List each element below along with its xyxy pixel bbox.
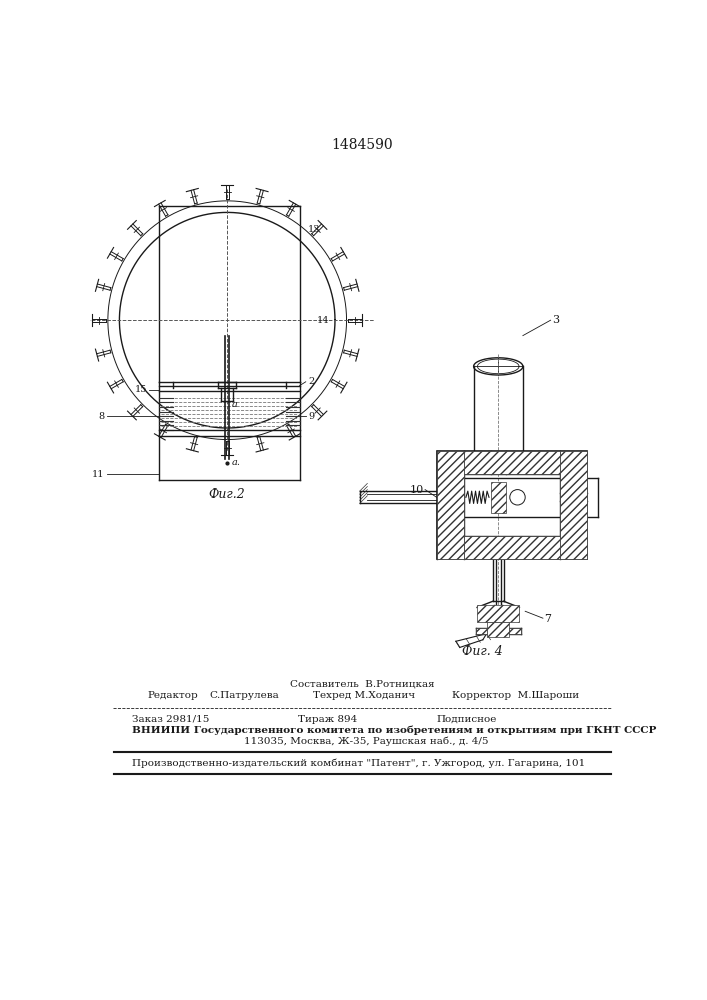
Text: Редактор: Редактор [148,691,199,700]
Bar [491,482,506,513]
Text: 2: 2 [308,377,315,386]
Text: Корректор  М.Шароши: Корректор М.Шароши [452,691,579,700]
Bar [437,451,587,559]
Bar [509,628,520,634]
Text: Тираж 894: Тираж 894 [298,715,357,724]
Bar [464,451,560,474]
Text: a: a [232,400,238,409]
Text: Производственно-издательский комбинат "Патент", г. Ужгород, ул. Гагарина, 101: Производственно-издательский комбинат "П… [132,758,585,768]
Text: Фиг. 4: Фиг. 4 [462,645,503,658]
Text: 1484590: 1484590 [331,138,393,152]
Text: 13: 13 [308,225,320,234]
Bar [487,622,509,637]
Text: 10: 10 [409,485,423,495]
Bar [560,451,587,559]
Text: Техред М.Ходанич: Техред М.Ходанич [313,691,416,700]
Bar [477,605,520,622]
Text: 113035, Москва, Ж-35, Раушская наб., д. 4/5: 113035, Москва, Ж-35, Раушская наб., д. … [244,737,489,746]
Text: 9: 9 [308,412,314,421]
Text: 11: 11 [91,470,104,479]
Bar [464,536,560,559]
Text: 7: 7 [544,614,551,624]
Text: Составитель  В.Ротницкая: Составитель В.Ротницкая [290,679,434,688]
Text: Фиг.2: Фиг.2 [209,488,245,501]
Text: С.Патрулева: С.Патрулева [209,691,279,700]
Text: 14: 14 [317,316,329,325]
Text: 3: 3 [552,315,559,325]
Text: 15: 15 [135,385,147,394]
Text: Подписное: Подписное [437,715,497,724]
Text: Заказ 2981/15: Заказ 2981/15 [132,715,210,724]
Bar [437,451,464,559]
Bar [476,628,487,634]
Text: a.: a. [232,458,241,467]
Text: 8: 8 [98,412,104,421]
Text: ВНИИПИ Государственного комитета по изобретениям и открытиям при ГКНТ СССР: ВНИИПИ Государственного комитета по изоб… [132,726,657,735]
